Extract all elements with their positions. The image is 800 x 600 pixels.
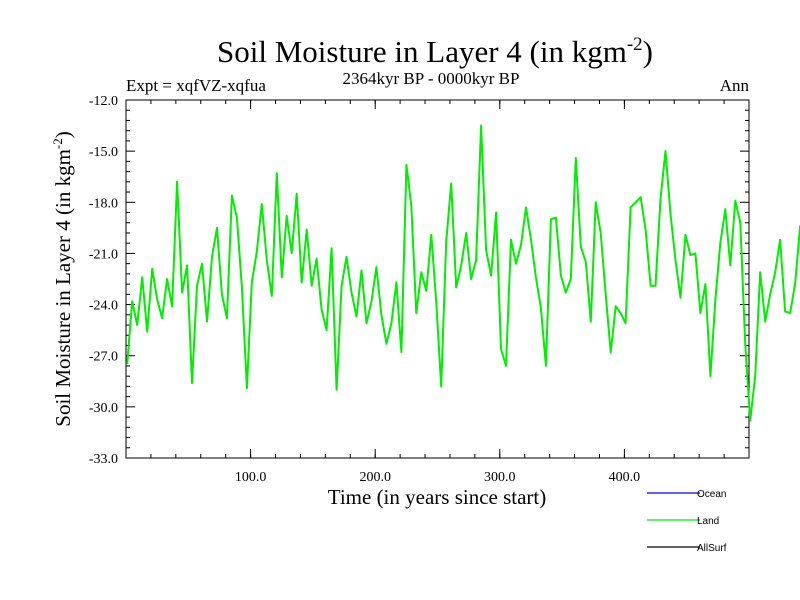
y-axis-label-sup: -2 (50, 138, 65, 149)
x-tick-label: 200.0 (359, 470, 391, 485)
series-layer (126, 124, 800, 422)
y-tick-label: -27.0 (89, 350, 118, 365)
x-axis-label: Time (in years since start) (328, 485, 547, 509)
y-tick-label: -12.0 (89, 94, 118, 109)
chart-subtitle: 2364kyr BP - 0000kyr BP (343, 69, 520, 88)
y-axis-label: Soil Moisture in Layer 4 (in kgm-2) (50, 131, 75, 426)
legend-label-allsurf: AllSurf (697, 543, 727, 554)
x-tick-label: 400.0 (609, 470, 641, 485)
y-tick-label: -21.0 (89, 247, 118, 262)
x-tick-label: 300.0 (484, 470, 516, 485)
y-axis-label-main: Soil Moisture in Layer 4 (in kgm (51, 149, 75, 427)
axis-ticks: 100.0 200.0 300.0 400.0 -12.0 -15.0 -18.0 -21.0… (89, 94, 749, 485)
y-axis-label-close: ) (51, 131, 75, 138)
experiment-label: Expt = xqfVZ-xqfua (126, 76, 266, 95)
plot-frame (125, 99, 750, 459)
chart-title-main: Soil Moisture in Layer 4 (in kgm (217, 34, 627, 69)
y-tick-label: -30.0 (89, 401, 118, 416)
y-tick-label: -15.0 (89, 145, 118, 160)
legend-label-ocean: Ocean (697, 489, 726, 500)
y-tick-label: -24.0 (89, 299, 118, 314)
x-tick-label: 100.0 (235, 470, 267, 485)
legend-label-land: Land (697, 516, 719, 527)
series-land-line (126, 124, 800, 422)
chart-title: Soil Moisture in Layer 4 (in kgm-2) (217, 34, 653, 69)
legend: Ocean Land AllSurf (647, 489, 727, 554)
y-tick-label: -18.0 (89, 196, 118, 211)
chart-title-close: ) (643, 34, 653, 69)
season-label: Ann (720, 76, 750, 95)
y-tick-label: -33.0 (89, 452, 118, 467)
chart-title-sup: -2 (627, 34, 643, 55)
